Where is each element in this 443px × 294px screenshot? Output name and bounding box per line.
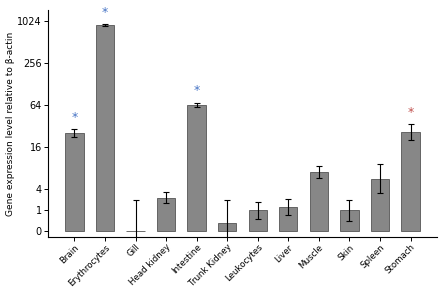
Text: *: * (408, 106, 414, 119)
Bar (310, 172, 328, 231)
Bar (249, 210, 267, 231)
Text: *: * (194, 84, 200, 97)
Bar (371, 179, 389, 231)
Bar (187, 105, 206, 231)
Bar (401, 132, 420, 231)
Bar (279, 207, 298, 231)
Text: *: * (102, 6, 108, 19)
Y-axis label: Gene expression level relative to β-actin: Gene expression level relative to β-acti… (6, 32, 15, 216)
Bar (157, 198, 175, 231)
Text: *: * (71, 111, 78, 124)
Bar (96, 25, 114, 231)
Bar (65, 133, 84, 231)
Bar (340, 210, 358, 231)
Bar (218, 223, 237, 231)
